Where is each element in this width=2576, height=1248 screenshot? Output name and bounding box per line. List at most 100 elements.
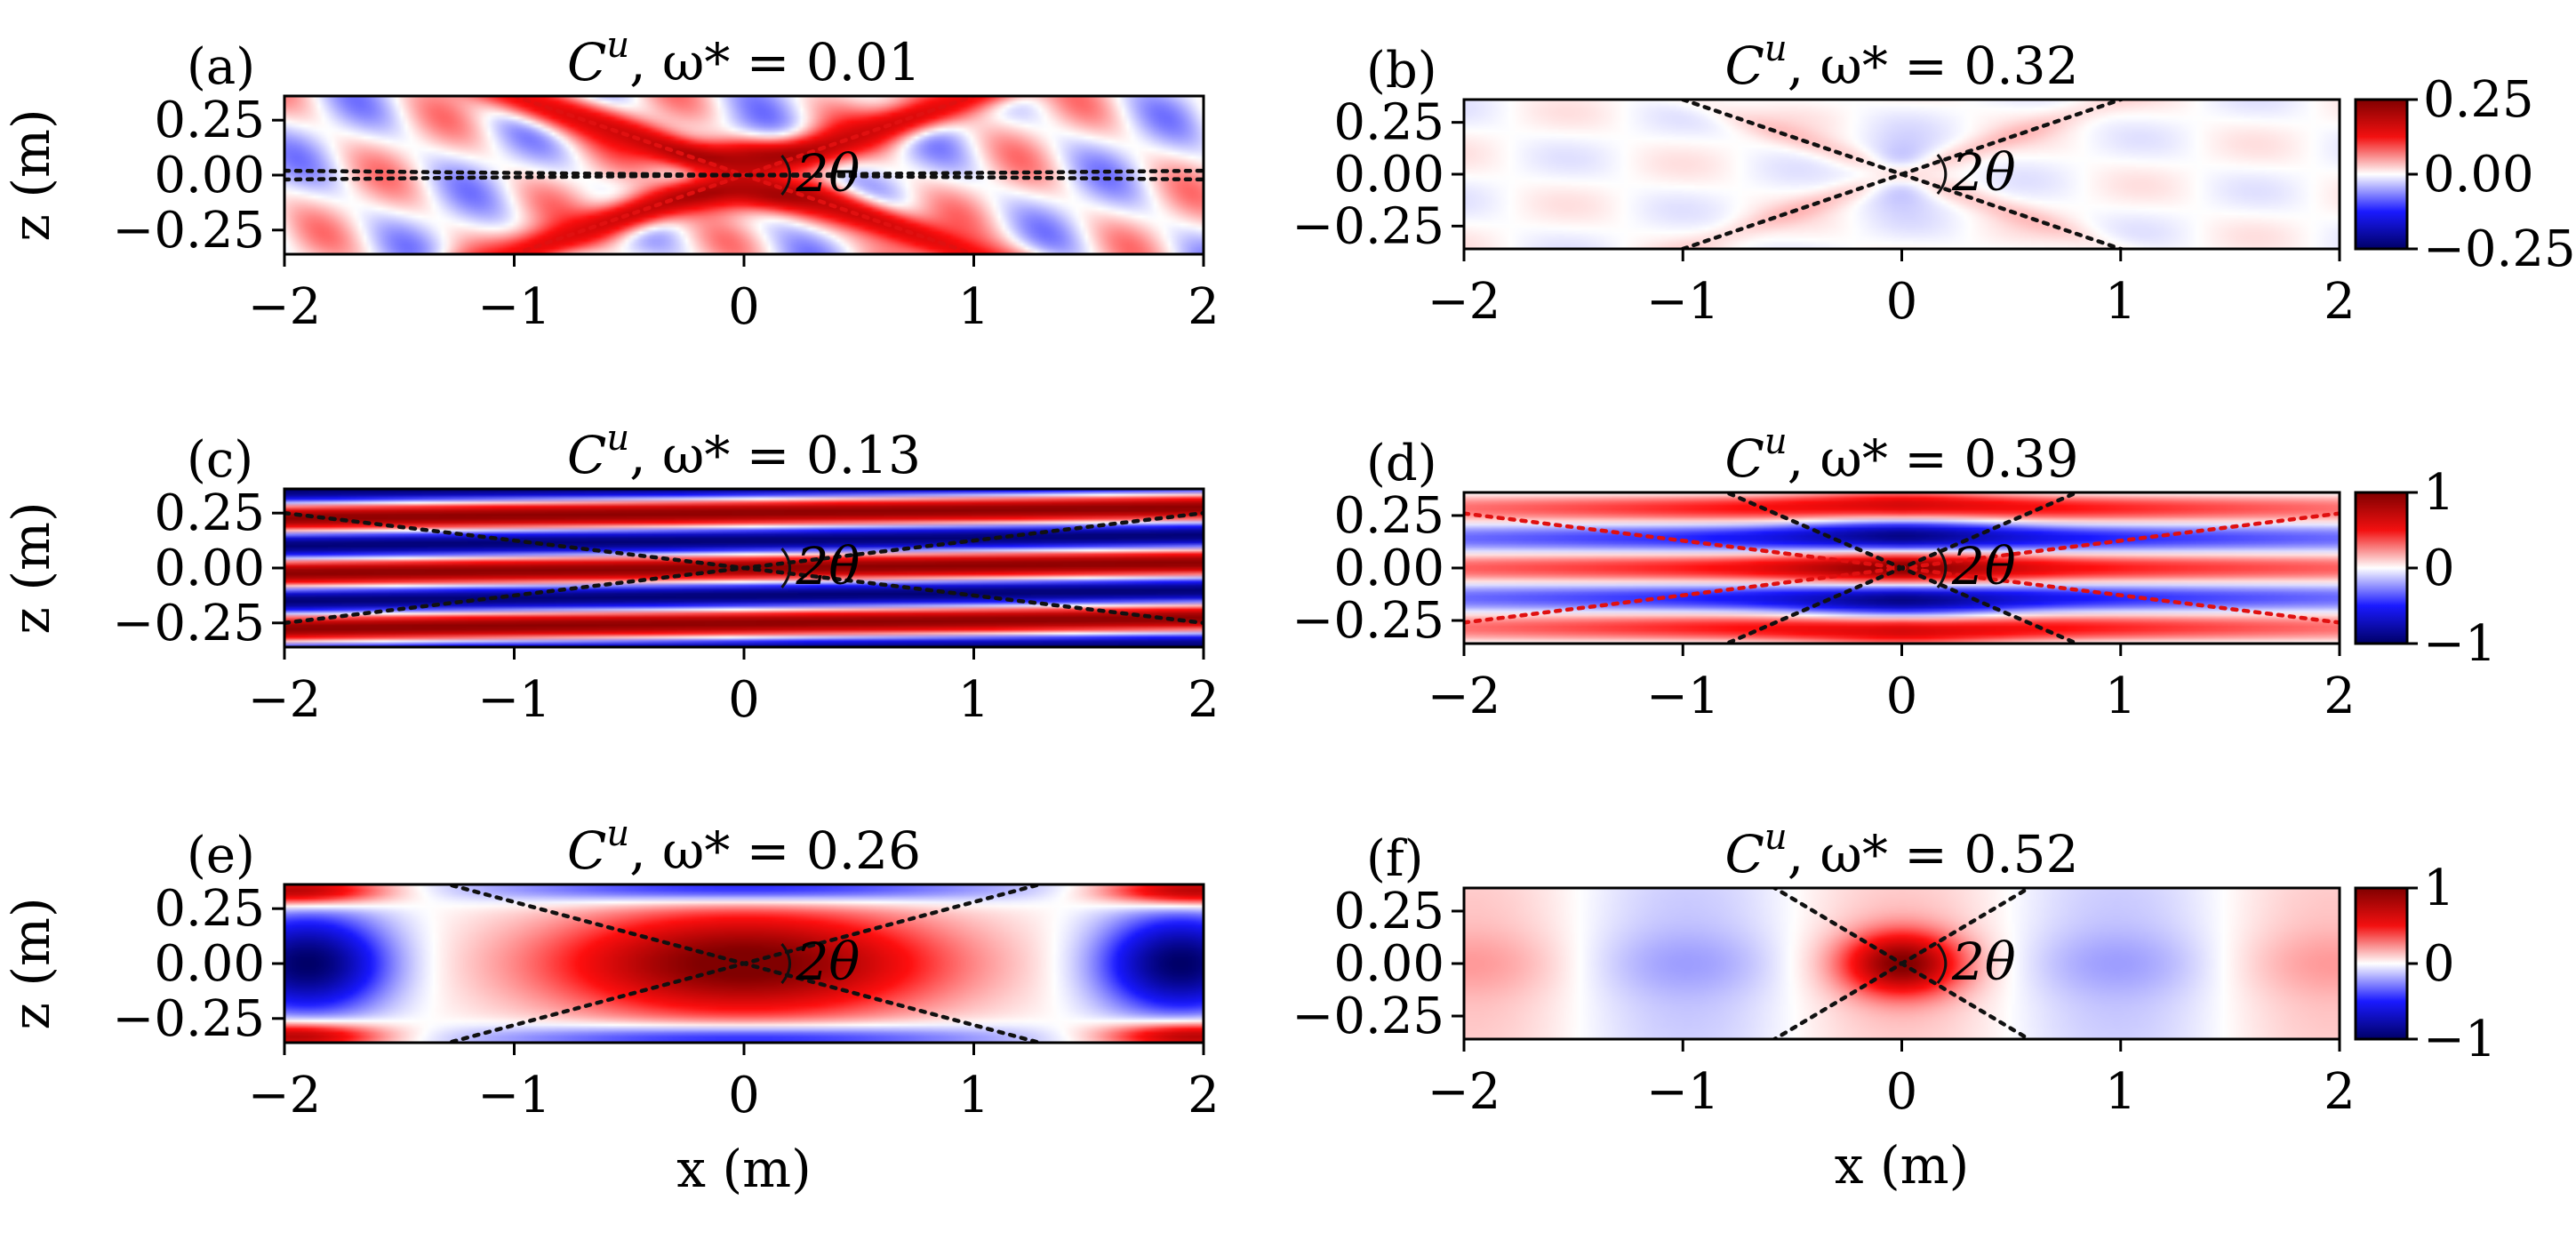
y-tick-label: 0.00	[154, 147, 265, 204]
x-tick-label: 0	[1886, 273, 1918, 331]
colorbar	[2354, 491, 2409, 645]
x-tick-label: 0	[728, 278, 760, 336]
panel-a: 2θ −2 −1 0 1 2 0.250.00−0.25 (a) Cu, ω* = 0.01 z …	[1, 25, 1220, 336]
angle-arc	[1936, 943, 1948, 984]
x-tick-label: −1	[477, 1067, 551, 1124]
panel-label: (f)	[1366, 830, 1423, 888]
guide-line	[508, 96, 980, 254]
panel-label: (d)	[1366, 435, 1437, 492]
angle-annotation: 2θ	[796, 143, 860, 204]
y-tick-label: 0.25	[1333, 883, 1444, 940]
angle-arc	[780, 548, 792, 588]
colorbar-tick-label: −0.25	[2423, 220, 2576, 278]
x-tick-label: −2	[248, 671, 322, 729]
x-tick-label: −1	[1646, 1063, 1720, 1121]
y-tick-label: −0.25	[112, 990, 265, 1048]
y-tick-label: 0.25	[1333, 487, 1444, 545]
guide-line	[284, 168, 1204, 182]
y-tick-label: 0.00	[1333, 540, 1444, 597]
x-tick-label: 2	[1188, 1067, 1220, 1124]
angle-arc	[1936, 154, 1948, 195]
colorbar-tick-label: −1	[2423, 1011, 2497, 1068]
y-tick-label: 0.25	[1333, 94, 1444, 152]
x-tick-label: −1	[477, 278, 551, 336]
y-tick-label: −0.25	[1292, 197, 1444, 255]
x-tick-label: 2	[2324, 1063, 2356, 1121]
panel-d: 2θ −2 −1 0 1 2 0.250.00−0.25 (d) Cu, ω* = 0.39 1 0…	[1292, 421, 2497, 725]
y-axis-label: z (m)	[1, 108, 61, 241]
x-tick-label: 0	[1886, 668, 1918, 725]
y-tick-label: −0.25	[1292, 988, 1444, 1045]
x-tick-label: −1	[477, 671, 551, 729]
guide-line	[284, 510, 1204, 626]
x-tick-label: 0	[728, 1067, 760, 1124]
angle-arc	[780, 943, 792, 984]
panel-label: (b)	[1366, 42, 1437, 100]
colorbar-tick-label: 0.00	[2423, 146, 2534, 204]
angle-annotation: 2θ	[796, 932, 860, 992]
colorbar-tick-label: −1	[2423, 615, 2497, 673]
x-tick-label: 0	[728, 671, 760, 729]
angle-annotation: 2θ	[1951, 932, 2016, 992]
x-tick-label: 2	[2324, 668, 2356, 725]
panel-title: Cu, ω* = 0.52	[1725, 817, 2079, 884]
panel-title: Cu, ω* = 0.32	[1725, 28, 2079, 96]
colorbar-tick-label: 0	[2423, 540, 2455, 597]
colorbar-tick-label: 1	[2423, 464, 2455, 522]
x-axis-label: x (m)	[1835, 1135, 1969, 1196]
x-tick-label: −2	[1428, 1063, 1501, 1121]
x-tick-label: 1	[958, 671, 990, 729]
x-tick-label: 0	[1886, 1063, 1918, 1121]
x-tick-label: −2	[1428, 273, 1501, 331]
guide-line	[1676, 100, 2127, 249]
y-axis-label: z (m)	[1, 897, 61, 1029]
colorbar-tick-label: 0.25	[2423, 71, 2534, 129]
panel-c: 2θ −2 −1 0 1 2 0.250.00−0.25 (c) Cu, ω* = 0.13 z …	[1, 418, 1220, 729]
angle-annotation: 2θ	[1951, 142, 2016, 203]
guide-line	[284, 168, 1204, 182]
panel-f: 2θ −2 −1 0 1 2 0.250.00−0.25 (f) Cu, ω* = 0.52 x …	[1292, 817, 2497, 1196]
x-tick-label: 1	[2105, 273, 2137, 331]
panel-label: (c)	[187, 431, 253, 489]
guide-line	[1771, 888, 2033, 1039]
y-axis-label: z (m)	[1, 501, 61, 634]
colorbar-tick-label: 0	[2423, 935, 2455, 993]
panel-title: Cu, ω* = 0.26	[567, 813, 921, 881]
y-tick-label: 0.25	[154, 484, 265, 542]
panel-title: Cu, ω* = 0.01	[567, 25, 921, 92]
colorbar	[2354, 886, 2409, 1041]
x-tick-label: 2	[1188, 671, 1220, 729]
angle-annotation: 2θ	[1951, 536, 2016, 596]
panel-b: 2θ−2 −1 0 1 20.250.00−0.25(b) Cu, ω* = 0.320.…	[1292, 28, 2576, 331]
x-tick-label: −2	[1428, 668, 1501, 725]
y-tick-label: −0.25	[112, 595, 265, 652]
y-tick-label: 0.00	[154, 935, 265, 993]
y-tick-label: −0.25	[112, 202, 265, 260]
panel-label: (a)	[187, 38, 255, 96]
x-tick-label: 2	[2324, 273, 2356, 331]
panel-label: (e)	[187, 827, 255, 884]
panel-title: Cu, ω* = 0.13	[567, 418, 921, 485]
y-tick-label: −0.25	[1292, 592, 1444, 650]
angle-arc	[1936, 548, 1948, 588]
colorbar-tick-label: 1	[2423, 860, 2455, 917]
x-tick-label: −2	[248, 1067, 322, 1124]
guide-line	[440, 884, 1048, 1043]
x-tick-label: −1	[1646, 273, 1720, 331]
x-tick-label: −1	[1646, 668, 1720, 725]
y-tick-label: 0.00	[1333, 146, 1444, 204]
x-tick-label: 1	[958, 278, 990, 336]
x-axis-label: x (m)	[676, 1139, 811, 1199]
x-tick-label: 2	[1188, 278, 1220, 336]
y-tick-label: 0.25	[154, 92, 265, 149]
panel-title: Cu, ω* = 0.39	[1725, 421, 2079, 489]
y-tick-label: 0.25	[154, 880, 265, 938]
panel-e: 2θ −2 −1 0 1 2 0.250.00−0.25 (e) Cu, ω* = 0.26 z …	[1, 813, 1220, 1199]
x-tick-label: 1	[2105, 1063, 2137, 1121]
guide-line	[1721, 492, 2083, 644]
y-tick-label: 0.00	[1333, 935, 1444, 993]
x-tick-label: 1	[2105, 668, 2137, 725]
colorbar	[2354, 98, 2409, 251]
angle-annotation: 2θ	[796, 536, 860, 596]
